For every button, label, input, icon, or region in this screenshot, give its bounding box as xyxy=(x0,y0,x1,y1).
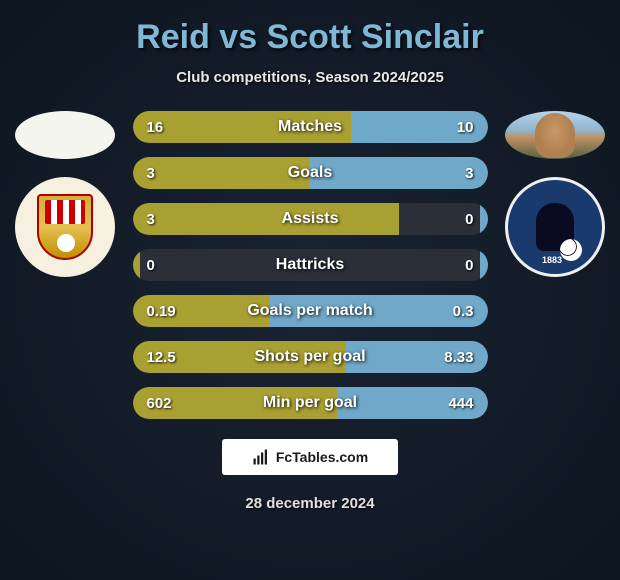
chart-icon xyxy=(252,448,270,466)
stat-value-right: 0 xyxy=(465,211,473,228)
shield-icon xyxy=(37,194,93,260)
stat-value-right: 444 xyxy=(448,395,473,412)
stat-label: Matches xyxy=(278,118,342,136)
stat-row: 0 0 Hattricks xyxy=(133,249,488,281)
face-icon xyxy=(535,113,575,158)
page-title: Reid vs Scott Sinclair xyxy=(136,18,484,57)
stat-value-right: 0 xyxy=(465,257,473,274)
stat-value-left: 0.19 xyxy=(147,303,176,320)
stat-row: 3 0 Assists xyxy=(133,203,488,235)
stat-row: 602 444 Min per goal xyxy=(133,387,488,419)
bar-fill-left xyxy=(133,157,311,189)
stat-value-left: 3 xyxy=(147,211,155,228)
stat-value-right: 0.3 xyxy=(453,303,474,320)
stat-value-right: 10 xyxy=(457,119,474,136)
stat-label: Goals per match xyxy=(247,302,372,320)
bar-fill-right xyxy=(310,157,488,189)
stat-value-right: 3 xyxy=(465,165,473,182)
stat-label: Min per goal xyxy=(263,394,357,412)
stat-label: Assists xyxy=(282,210,339,228)
stat-value-left: 0 xyxy=(147,257,155,274)
bar-fill-left xyxy=(133,249,140,281)
stat-row: 12.5 8.33 Shots per goal xyxy=(133,341,488,373)
footer-date: 28 december 2024 xyxy=(245,495,374,512)
page-subtitle: Club competitions, Season 2024/2025 xyxy=(176,69,444,86)
left-column xyxy=(13,111,118,277)
brand-badge: FcTables.com xyxy=(222,439,398,475)
stat-label: Hattricks xyxy=(276,256,344,274)
stat-row: 3 3 Goals xyxy=(133,157,488,189)
stats-bars: 16 10 Matches 3 3 Goals 3 0 Assists 0 0 Hattricks 0.… xyxy=(133,111,488,419)
content-row: 16 10 Matches 3 3 Goals 3 0 Assists 0 0 Hattricks 0.… xyxy=(10,111,610,419)
club-logo-left xyxy=(15,177,115,277)
bar-fill-right xyxy=(480,203,487,235)
club-logo-right: 1883 xyxy=(505,177,605,277)
brand-text: FcTables.com xyxy=(276,449,368,465)
bar-fill-left xyxy=(133,203,399,235)
bar-fill-right xyxy=(480,249,487,281)
stat-label: Shots per goal xyxy=(254,348,365,366)
stat-row: 16 10 Matches xyxy=(133,111,488,143)
stat-value-left: 16 xyxy=(147,119,164,136)
stat-value-right: 8.33 xyxy=(444,349,473,366)
right-column: 1883 xyxy=(503,111,608,277)
stat-value-left: 12.5 xyxy=(147,349,176,366)
player-photo-left xyxy=(15,111,115,159)
pirate-icon: 1883 xyxy=(526,193,584,261)
stat-value-left: 602 xyxy=(147,395,172,412)
stat-row: 0.19 0.3 Goals per match xyxy=(133,295,488,327)
infographic-root: Reid vs Scott Sinclair Club competitions… xyxy=(0,0,620,580)
stat-value-left: 3 xyxy=(147,165,155,182)
player-photo-right xyxy=(505,111,605,159)
stat-label: Goals xyxy=(288,164,332,182)
